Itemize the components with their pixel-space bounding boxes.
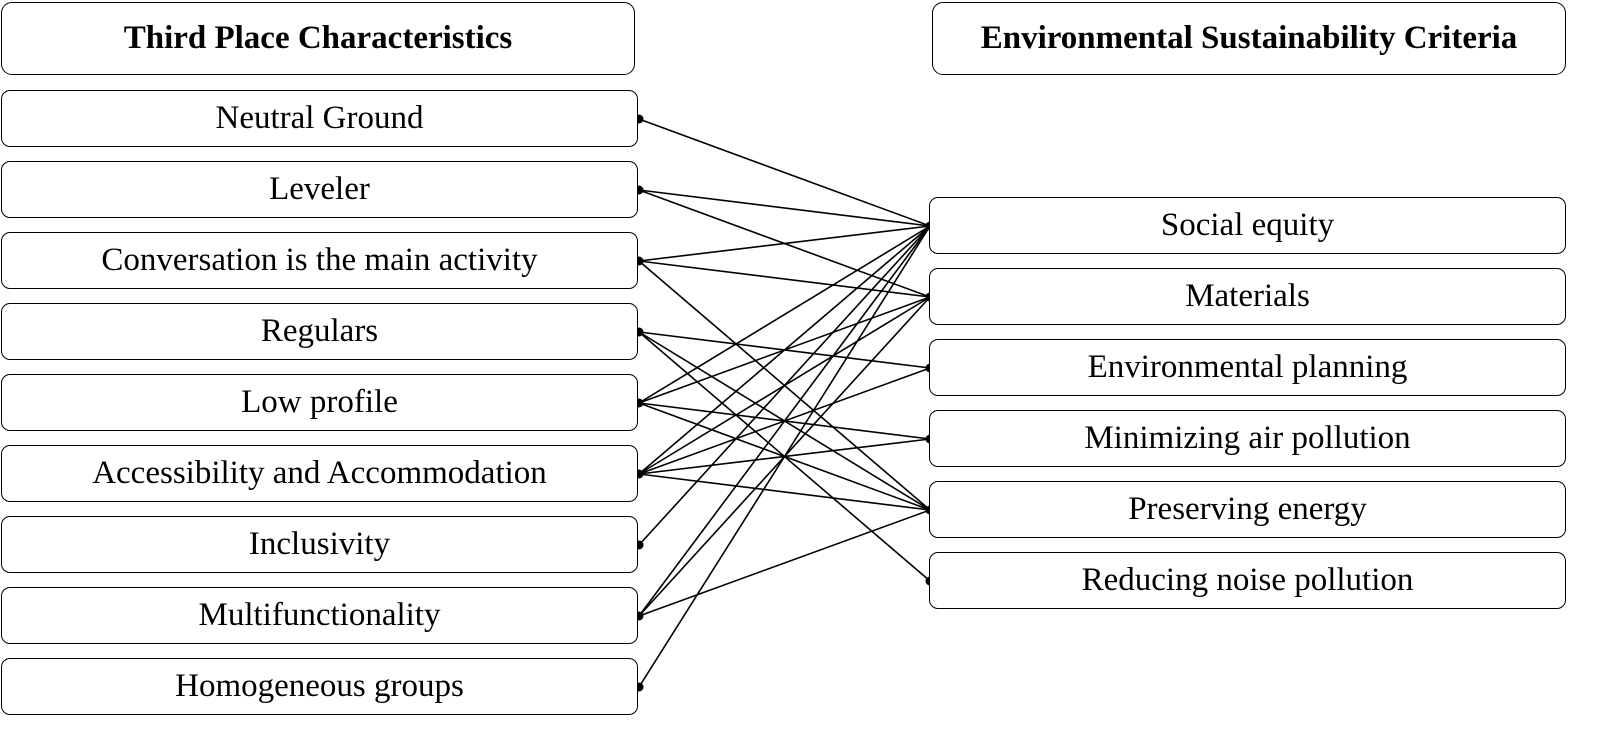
link-neutral-ground-to-social-equity	[638, 118, 931, 227]
right-item-label: Reducing noise pollution	[1081, 562, 1414, 598]
right-item-environmental-planning: Environmental planning	[929, 339, 1566, 396]
left-item-homogeneous-groups: Homogeneous groups	[1, 658, 638, 715]
left-item-label: Accessibility and Accommodation	[92, 455, 547, 491]
left-item-label: Homogeneous groups	[175, 668, 464, 704]
right-header-title: Environmental Sustainability Criteria	[980, 20, 1518, 56]
left-item-label: Regulars	[260, 313, 379, 349]
left-item-label: Leveler	[269, 171, 370, 207]
left-item-neutral-ground: Neutral Ground	[1, 90, 638, 147]
link-conversation-is-the-main-activity-to-materials	[638, 260, 931, 298]
right-item-label: Materials	[1185, 278, 1310, 314]
right-header-box: Environmental Sustainability Criteria	[932, 2, 1566, 75]
left-header-title: Third Place Characteristics	[123, 20, 513, 56]
left-item-label: Low profile	[241, 384, 398, 420]
left-item-label: Conversation is the main activity	[101, 242, 538, 278]
right-item-label: Social equity	[1160, 207, 1335, 243]
link-accessibility-and-accommodation-to-preserving-energy	[638, 473, 931, 511]
left-item-leveler: Leveler	[1, 161, 638, 218]
link-accessibility-and-accommodation-to-social-equity	[638, 225, 931, 475]
right-item-label: Minimizing air pollution	[1084, 420, 1411, 456]
right-item-label: Preserving energy	[1128, 491, 1367, 527]
left-item-label: Inclusivity	[248, 526, 391, 562]
left-header-box: Third Place Characteristics	[1, 2, 635, 75]
link-leveler-to-social-equity	[638, 189, 931, 227]
right-item-materials: Materials	[929, 268, 1566, 325]
left-item-label: Neutral Ground	[215, 100, 424, 136]
link-low-profile-to-social-equity	[638, 225, 931, 404]
right-item-label: Environmental planning	[1087, 349, 1408, 385]
right-item-preserving-energy: Preserving energy	[929, 481, 1566, 538]
left-item-inclusivity: Inclusivity	[1, 516, 638, 573]
link-multifunctionality-to-social-equity	[638, 225, 931, 617]
left-item-regulars: Regulars	[1, 303, 638, 360]
link-homogeneous-groups-to-social-equity	[638, 225, 931, 688]
left-item-conversation: Conversation is the main activity	[1, 232, 638, 289]
left-item-accessibility: Accessibility and Accommodation	[1, 445, 638, 502]
left-item-low-profile: Low profile	[1, 374, 638, 431]
link-conversation-is-the-main-activity-to-social-equity	[638, 225, 931, 262]
link-multifunctionality-to-preserving-energy	[638, 509, 931, 617]
left-item-multifunctionality: Multifunctionality	[1, 587, 638, 644]
right-item-minimizing-air-pollution: Minimizing air pollution	[929, 410, 1566, 467]
right-item-social-equity: Social equity	[929, 197, 1566, 254]
link-inclusivity-to-social-equity	[638, 225, 931, 546]
left-item-label: Multifunctionality	[198, 597, 441, 633]
right-item-reducing-noise-pollution: Reducing noise pollution	[929, 552, 1566, 609]
